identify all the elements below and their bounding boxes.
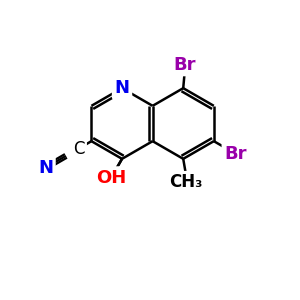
- Text: N: N: [38, 159, 53, 177]
- Text: OH: OH: [96, 169, 126, 187]
- Text: Br: Br: [173, 56, 196, 74]
- Text: N: N: [115, 79, 130, 97]
- Text: Br: Br: [224, 145, 247, 163]
- Text: C: C: [73, 140, 84, 158]
- Text: CH₃: CH₃: [169, 173, 203, 191]
